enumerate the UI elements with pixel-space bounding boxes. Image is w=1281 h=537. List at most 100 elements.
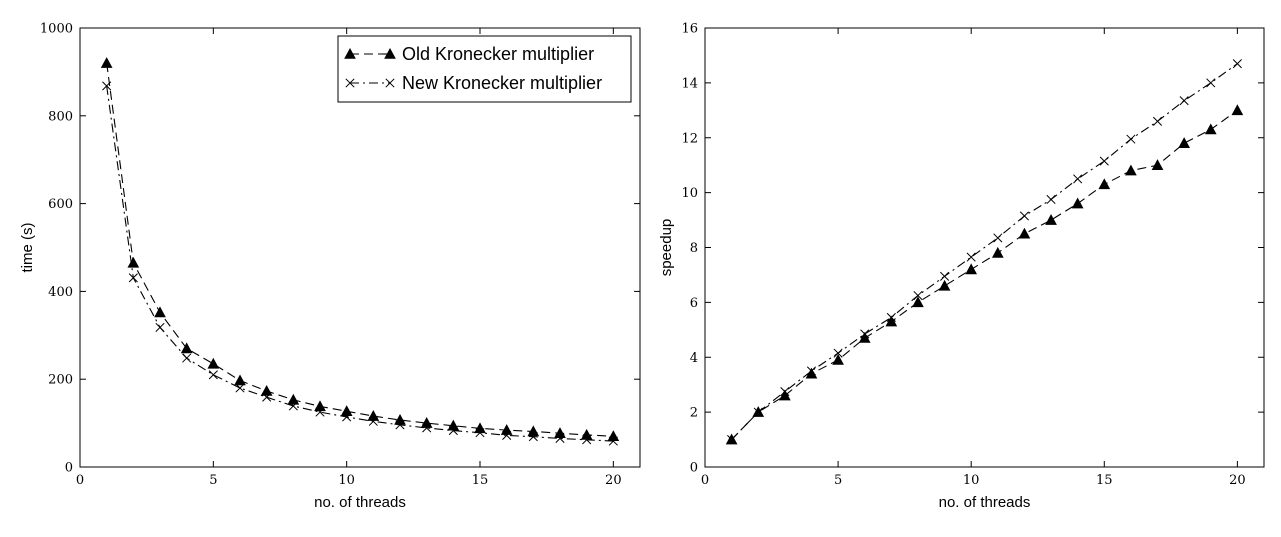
data-point — [1206, 78, 1216, 88]
data-point — [608, 436, 618, 446]
x-tick-label: 20 — [1229, 473, 1246, 488]
series-0 — [100, 57, 620, 442]
x-tick-label: 5 — [209, 473, 217, 488]
data-point — [1019, 211, 1029, 221]
y-tick-label: 600 — [48, 197, 73, 212]
speedup-chart: 0 5 10 15 20 0 2 4 6 8 10 12 14 16 no. of threads speed… — [658, 22, 1265, 511]
data-point — [315, 407, 325, 417]
data-point — [886, 312, 896, 323]
x-tick-label: 0 — [701, 473, 709, 488]
data-point — [913, 290, 923, 301]
data-point — [582, 435, 592, 445]
data-point — [885, 315, 898, 327]
data-point — [860, 329, 870, 339]
data-point — [128, 273, 138, 283]
y-tick-label: 16 — [681, 22, 698, 37]
data-point — [780, 386, 790, 397]
data-point — [180, 342, 193, 354]
data-point — [727, 435, 737, 445]
series-line — [731, 109, 1238, 440]
data-point — [100, 57, 113, 68]
data-point — [288, 401, 298, 411]
y-axis-title: time (s) — [19, 223, 36, 273]
legend-marker — [344, 47, 356, 59]
data-point — [1178, 137, 1190, 148]
data-point — [1151, 159, 1164, 170]
data-point — [367, 410, 380, 421]
data-point — [102, 81, 112, 91]
data-point — [1099, 156, 1109, 166]
data-point — [555, 433, 565, 444]
data-point — [940, 271, 950, 281]
data-point — [527, 425, 540, 437]
data-point — [342, 412, 352, 422]
legend: Old Kronecker multiplier New Kronecker mu… — [337, 35, 632, 103]
data-point — [208, 370, 218, 380]
data-point — [154, 306, 166, 318]
legend-label: New Kronecker multiplier — [402, 73, 602, 93]
y-tick-label: 12 — [681, 131, 698, 146]
y-tick-label: 400 — [48, 285, 73, 300]
legend-marker — [345, 78, 355, 88]
data-point — [1073, 174, 1083, 184]
y-tick-label: 0 — [690, 461, 698, 476]
data-point — [1231, 104, 1244, 116]
legend-marker — [385, 78, 395, 88]
series-line — [106, 85, 614, 442]
y-tick-label: 6 — [690, 296, 698, 311]
data-point — [832, 353, 844, 365]
data-point — [287, 393, 300, 405]
data-point — [966, 252, 976, 262]
data-point — [502, 430, 512, 440]
data-point — [965, 263, 978, 275]
series-line — [106, 63, 614, 437]
data-point — [475, 428, 485, 438]
data-point — [395, 420, 405, 430]
data-point — [912, 296, 924, 308]
data-point — [340, 405, 353, 416]
x-tick-label: 10 — [963, 473, 980, 488]
data-point — [314, 400, 326, 412]
data-point — [1071, 197, 1084, 209]
data-point — [235, 383, 245, 393]
data-point — [234, 374, 246, 386]
data-point — [1232, 59, 1242, 69]
x-tick-label: 10 — [338, 473, 355, 488]
data-point — [1098, 178, 1111, 190]
data-point — [1045, 214, 1057, 225]
y-tick-label: 0 — [65, 461, 73, 476]
y-tick-label: 1000 — [40, 22, 73, 37]
legend-label: Old Kronecker multiplier — [402, 44, 594, 64]
x-axis-title: no. of threads — [314, 494, 406, 511]
data-point — [1152, 116, 1163, 126]
y-tick-label: 8 — [690, 241, 698, 256]
series-1 — [102, 81, 618, 446]
data-point — [993, 233, 1003, 243]
data-point — [1204, 123, 1217, 135]
x-axis-title: no. of threads — [939, 494, 1031, 511]
data-point — [1125, 164, 1137, 176]
x-tick-label: 15 — [472, 473, 489, 488]
series-0 — [725, 104, 1244, 445]
legend-box — [337, 35, 632, 103]
data-point — [753, 407, 763, 417]
x-tick-label: 0 — [76, 473, 84, 488]
data-point — [833, 348, 843, 358]
y-tick-label: 200 — [48, 373, 73, 388]
plot-frame — [79, 27, 641, 468]
data-point — [448, 426, 458, 436]
y-tick-label: 4 — [690, 351, 698, 366]
data-point — [127, 256, 140, 268]
series-line — [731, 63, 1238, 440]
data-point — [607, 430, 620, 442]
data-point — [182, 353, 192, 363]
data-point — [1046, 194, 1056, 205]
y-tick-label: 10 — [681, 186, 698, 201]
data-point — [528, 432, 538, 442]
data-point — [991, 246, 1004, 258]
data-point — [260, 385, 273, 396]
y-axis-title: speedup — [658, 219, 675, 277]
data-point — [779, 389, 791, 401]
legend-marker — [384, 47, 396, 59]
